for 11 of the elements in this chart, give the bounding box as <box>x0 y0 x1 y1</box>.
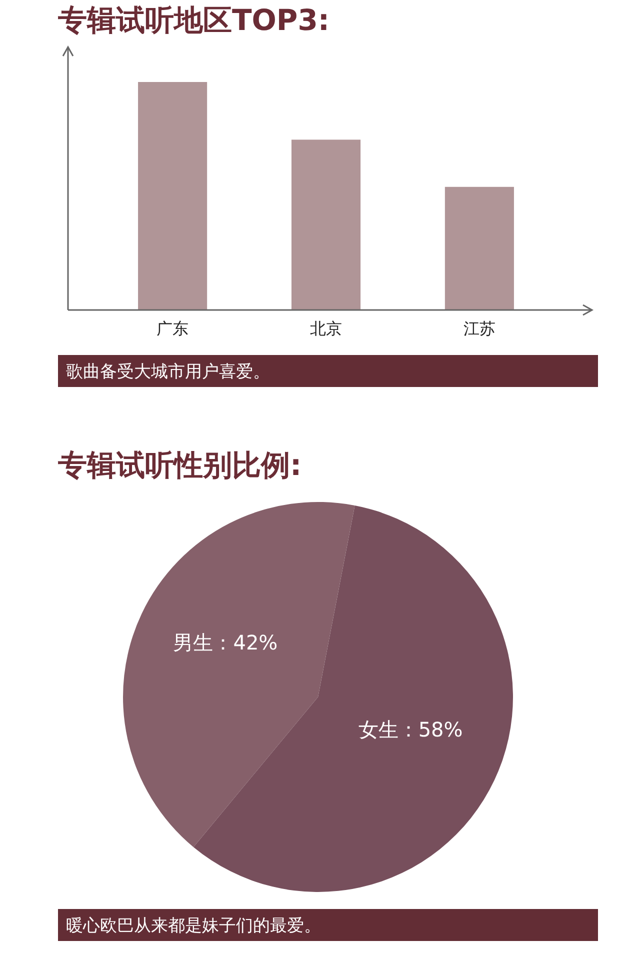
x-tick-label: 广东 <box>156 319 189 338</box>
x-tick-label: 江苏 <box>463 319 496 338</box>
chart-title: 专辑试听地区TOP3: <box>57 3 330 37</box>
pie-slice <box>193 506 513 892</box>
slice-label: 女生：58% <box>358 718 463 742</box>
text: 暖心欧巴从来都是妹子们的最爱。 <box>66 916 321 936</box>
text: 歌曲备受大城市用户喜爱。 <box>66 362 270 382</box>
pie-slice <box>123 502 355 848</box>
slice-label: 男生：42% <box>173 630 278 654</box>
chart-title: 专辑试听性别比例: <box>57 448 302 482</box>
x-tick-label: 北京 <box>310 319 342 338</box>
